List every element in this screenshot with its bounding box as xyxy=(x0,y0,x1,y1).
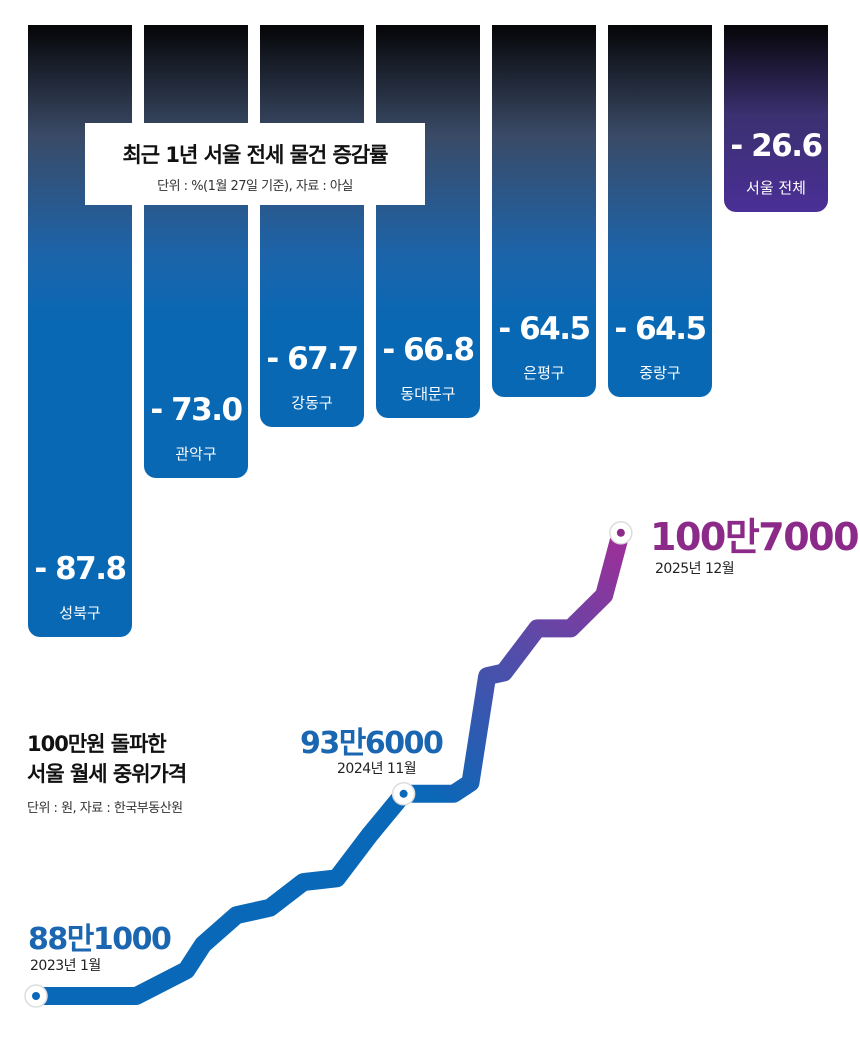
bar-district: - 73.0 관악구 xyxy=(144,25,248,478)
bar-chart-title: 최근 1년 서울 전세 물건 증감률 xyxy=(122,143,388,167)
line-chart-subtitle: 단위 : 원, 자료 : 한국부동산원 xyxy=(27,801,183,816)
end-value-label: 100만7000 xyxy=(650,515,860,559)
bar-category-label: 성북구 xyxy=(59,604,101,622)
bar-district: - 66.8 동대문구 xyxy=(376,25,480,418)
data-point-marker xyxy=(391,782,416,806)
bar-value-label: - 66.8 xyxy=(382,332,475,368)
bar-category-label: 서울 전체 xyxy=(746,179,806,197)
bar-value-label: - 87.8 xyxy=(34,551,127,587)
bar-category-label: 은평구 xyxy=(523,364,565,382)
bar-value-label: - 73.0 xyxy=(150,392,243,428)
rent-price-line xyxy=(36,530,630,1005)
bar-category-label: 관악구 xyxy=(175,445,217,463)
mid-value-label: 93만6000 xyxy=(300,726,444,761)
start-date-label: 2023년 1월 xyxy=(30,958,101,974)
bar-seoul-total: - 26.6 서울 전체 xyxy=(724,25,828,212)
bar-value-label: - 26.6 xyxy=(730,128,823,164)
bar-district: - 64.5 은평구 xyxy=(492,25,596,397)
start-value-label: 88만1000 xyxy=(28,922,172,957)
bar-chart-title-box: 최근 1년 서울 전세 물건 증감률 단위 : %(1월 27일 기준), 자료… xyxy=(85,123,425,205)
bar-district: - 64.5 중랑구 xyxy=(608,25,712,397)
bar-category-label: 강동구 xyxy=(291,394,333,412)
mid-date-label: 2024년 11월 xyxy=(337,761,417,777)
bar-category-label: 중랑구 xyxy=(639,364,681,382)
end-date-label: 2025년 12월 xyxy=(655,561,735,577)
bar-category-label: 동대문구 xyxy=(400,385,456,403)
bar-chart-subtitle: 단위 : %(1월 27일 기준), 자료 : 아실 xyxy=(157,179,353,194)
bar-value-label: - 67.7 xyxy=(266,341,359,377)
bar-value-label: - 64.5 xyxy=(614,311,707,347)
bar-value-label: - 64.5 xyxy=(498,311,591,347)
line-chart-title: 100만원 돌파한 xyxy=(27,732,167,756)
line-chart-title-2: 서울 월세 중위가격 xyxy=(27,762,187,786)
data-point-marker xyxy=(609,521,633,545)
bar-district: - 67.7 강동구 xyxy=(260,25,364,427)
data-point-marker xyxy=(24,984,48,1008)
